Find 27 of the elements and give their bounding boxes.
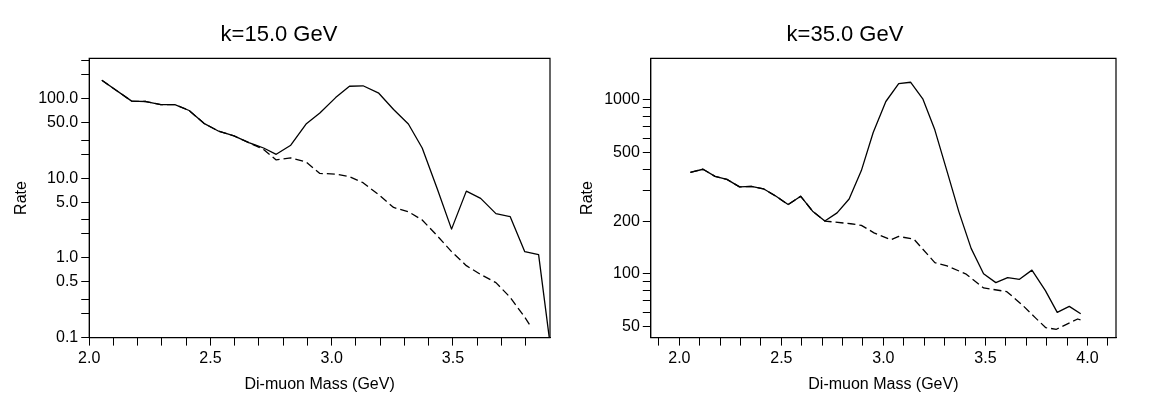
x-tick-label: 3.0 [872,348,895,366]
y-tick-label: 5.0 [55,192,79,210]
y-tick-label: 500 [613,142,640,160]
x-tick-label: 2.5 [770,348,793,366]
y-tick-label: 100 [613,264,640,282]
y-tick-label: 0.1 [55,328,79,346]
x-tick-label: 2.0 [78,348,101,366]
x-axis-title: Di-muon Mass (GeV) [244,374,395,392]
y-tick-label: 50.0 [47,113,79,131]
y-axis-title: Rate [12,181,30,215]
y-tick-label: 1.0 [55,248,79,266]
x-tick-label: 3.5 [441,348,465,366]
y-tick-label: 10.0 [47,168,79,186]
chart-title: k=35.0 GeV [786,21,904,47]
y-tick-label: 200 [613,211,640,229]
y-axis-title: Rate [578,181,596,215]
y-tick-label: 0.5 [55,272,79,290]
x-tick-label: 3.5 [974,348,997,366]
y-tick-label: 50 [622,316,640,334]
chart-title: k=15.0 GeV [220,21,338,47]
x-axis-title: Di-muon Mass (GeV) [808,374,959,392]
x-tick-label: 2.5 [199,348,222,366]
x-tick-label: 4.0 [1076,348,1099,366]
y-tick-label: 100.0 [38,89,79,107]
x-tick-label: 3.0 [320,348,343,366]
x-tick-label: 2.0 [668,348,691,366]
y-tick-label: 1000 [604,90,640,108]
